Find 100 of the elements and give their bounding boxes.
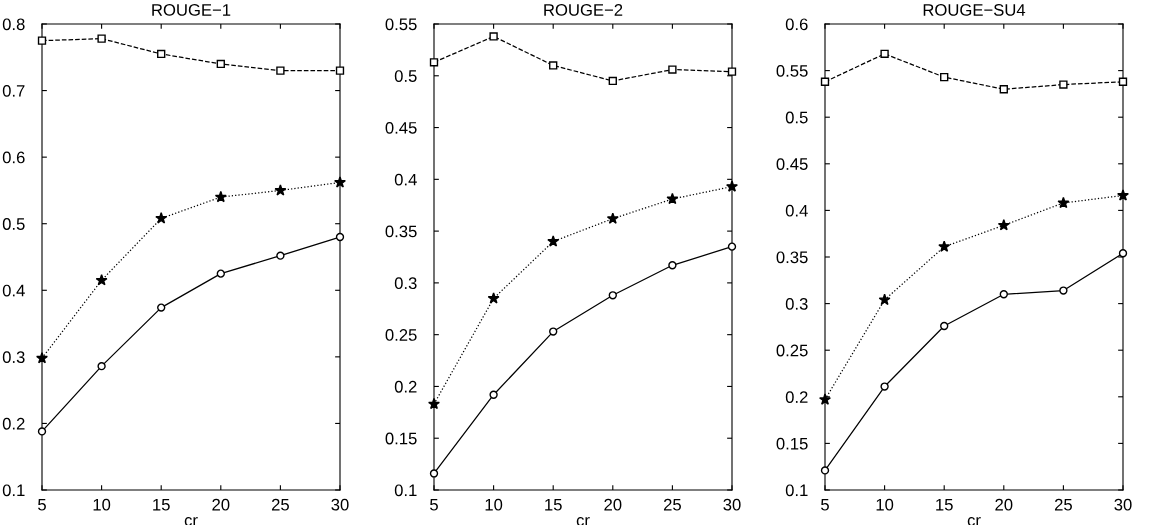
x-tick-label: 25 [271, 498, 289, 511]
point [726, 180, 738, 192]
point [487, 292, 500, 304]
chart-title: ROUGE−2 [544, 4, 623, 16]
point [997, 219, 1010, 231]
chart-title: ROUGE−SU4 [923, 4, 1026, 16]
point [1059, 80, 1068, 89]
y-tick-label: 0.55 [776, 65, 808, 77]
point [1118, 249, 1128, 258]
y-tick-label: 0.2 [785, 391, 808, 403]
y-tick-label: 0.15 [385, 432, 417, 445]
y-tick-label: 0.2 [394, 380, 417, 393]
point [940, 321, 949, 331]
point [727, 242, 737, 251]
y-tick-label: 0.6 [785, 18, 808, 31]
y-tick-label: 0.4 [2, 284, 25, 297]
y-tick-label: 0.45 [776, 158, 808, 170]
y-tick-label: 0.8 [2, 18, 25, 31]
y-tick-label: 0.35 [776, 251, 808, 264]
point [668, 261, 677, 270]
point [489, 390, 498, 399]
x-tick-label: 25 [663, 498, 681, 511]
point [36, 351, 48, 364]
point [1118, 77, 1128, 86]
point [999, 290, 1008, 299]
x-tick-label: 25 [1054, 498, 1072, 511]
point [1117, 189, 1129, 201]
y-tick-label: 0.5 [785, 111, 808, 124]
x-tick-label: 10 [485, 498, 503, 511]
point [216, 59, 225, 69]
x-tick-label: 15 [545, 498, 562, 511]
point [940, 72, 949, 82]
point [37, 427, 47, 436]
x-tick-label: 20 [995, 498, 1013, 511]
point [819, 393, 831, 405]
x-tick-label: 15 [153, 498, 170, 511]
x-tick-label: 10 [93, 498, 111, 511]
x-tick-label: 30 [723, 498, 741, 511]
point [668, 65, 677, 74]
point [727, 67, 737, 76]
y-tick-label: 0.1 [785, 484, 808, 497]
point [880, 382, 889, 391]
point [428, 397, 440, 410]
y-tick-label: 0.1 [394, 484, 417, 497]
y-tick-label: 0.55 [385, 18, 417, 31]
point [429, 469, 439, 478]
point [276, 66, 285, 75]
x-tick-label: 30 [1114, 498, 1132, 511]
point [878, 293, 891, 306]
point [549, 61, 558, 70]
point [157, 303, 166, 312]
point [1059, 286, 1068, 295]
y-tick-label: 0.2 [2, 417, 25, 430]
point [95, 274, 108, 286]
point [820, 466, 830, 475]
y-tick-label: 0.1 [2, 484, 25, 497]
x-tick-label: 15 [936, 498, 953, 511]
point [335, 66, 345, 75]
point [489, 32, 498, 41]
point [606, 212, 619, 224]
point [37, 36, 47, 45]
y-tick-label: 0.3 [785, 298, 808, 310]
x-tick-label: 20 [212, 498, 230, 511]
point [276, 251, 285, 260]
x-tick-label: 5 [821, 498, 829, 511]
point [335, 232, 345, 242]
point [549, 327, 558, 336]
y-tick-label: 0.25 [385, 329, 417, 341]
x-tick-label: 20 [604, 498, 622, 511]
point [334, 176, 346, 188]
point [157, 49, 166, 59]
y-tick-label: 0.7 [2, 84, 25, 97]
y-tick-label: 0.4 [394, 173, 417, 186]
y-tick-label: 0.6 [2, 151, 25, 164]
point [97, 362, 106, 371]
y-tick-label: 0.3 [2, 351, 25, 364]
point [216, 269, 225, 278]
point [880, 49, 889, 58]
point [608, 291, 617, 300]
x-tick-label: 5 [430, 498, 438, 511]
point [820, 77, 830, 86]
point [608, 76, 617, 86]
y-tick-label: 0.45 [385, 121, 417, 134]
y-tick-label: 0.25 [776, 344, 808, 357]
y-tick-label: 0.5 [2, 218, 25, 230]
point [155, 212, 168, 224]
chart-title: ROUGE−1 [152, 4, 231, 16]
point [274, 184, 287, 196]
y-tick-label: 0.4 [785, 204, 808, 217]
y-tick-label: 0.35 [385, 225, 417, 238]
x-tick-label: 30 [331, 498, 349, 511]
point [547, 235, 560, 247]
x-tick-label: 5 [38, 498, 46, 511]
point [429, 58, 439, 67]
y-tick-label: 0.15 [776, 437, 808, 450]
point [999, 85, 1008, 94]
point [666, 192, 679, 205]
y-tick-label: 0.3 [394, 277, 417, 290]
point [938, 240, 951, 252]
point [97, 34, 106, 43]
